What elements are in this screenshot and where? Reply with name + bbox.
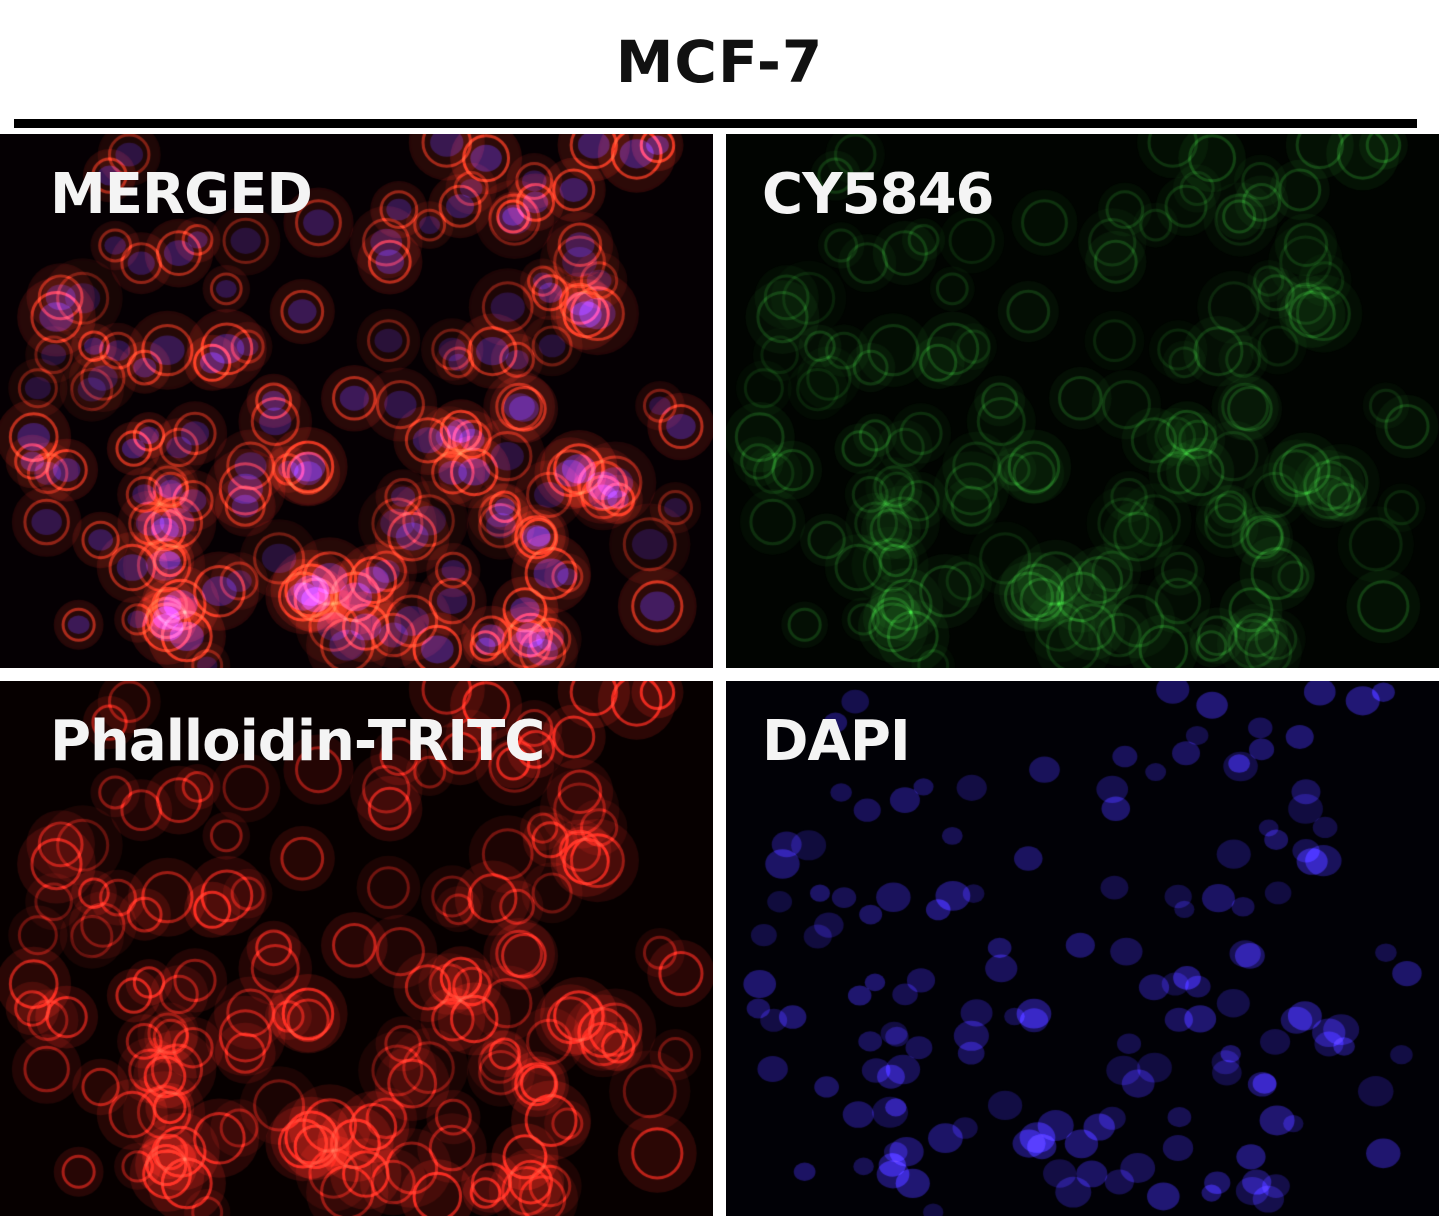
panel-dapi: DAPI [726, 681, 1439, 1216]
micrograph-blue [726, 681, 1439, 1216]
micrograph-merged [0, 134, 713, 668]
micrograph-red [0, 681, 713, 1216]
panel-merged: MERGED [0, 134, 713, 668]
panel-label: DAPI [762, 709, 911, 774]
panel-label: Phalloidin-TRITC [50, 709, 545, 774]
panel-label: MERGED [50, 162, 313, 227]
panel-cy5846: CY5846 [726, 134, 1439, 668]
panel-phalloidin: Phalloidin-TRITC [0, 681, 713, 1216]
figure-title: MCF-7 [615, 28, 824, 96]
micrograph-green [726, 134, 1439, 668]
title-rule [14, 119, 1417, 128]
panel-label: CY5846 [762, 162, 995, 227]
